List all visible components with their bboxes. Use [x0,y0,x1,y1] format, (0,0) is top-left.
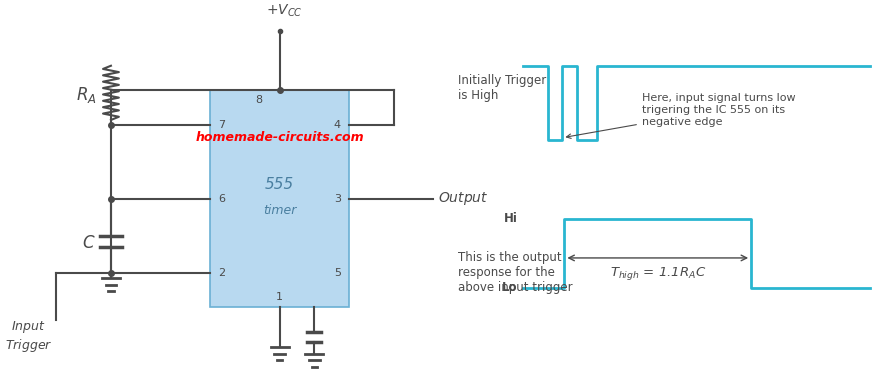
Text: homemade-circuits.com: homemade-circuits.com [195,131,363,144]
Text: Hi: Hi [503,212,517,225]
Text: 2: 2 [218,268,225,278]
Text: $C$: $C$ [82,234,96,252]
Text: Here, input signal turns low
trigering the IC 555 on its
negative edge: Here, input signal turns low trigering t… [566,93,795,138]
Text: $Input$
$Trigger$: $Input$ $Trigger$ [4,319,52,355]
Text: 4: 4 [333,120,340,130]
FancyBboxPatch shape [210,90,349,307]
Text: $R_A$: $R_A$ [75,85,97,105]
Text: 1: 1 [276,292,283,302]
Text: timer: timer [262,204,296,217]
Text: Initially Trigger
is High: Initially Trigger is High [458,74,546,102]
Text: $+V_{CC}$: $+V_{CC}$ [266,3,303,20]
Text: 5: 5 [333,268,340,278]
Text: 7: 7 [218,120,225,130]
Text: Lo: Lo [501,281,517,294]
Text: $T_{high}$ = 1.1$R_A$$C$: $T_{high}$ = 1.1$R_A$$C$ [609,265,705,282]
Text: 8: 8 [255,95,262,105]
Text: 6: 6 [218,194,225,204]
Text: 3: 3 [333,194,340,204]
Text: This is the output
response for the
above input trigger: This is the output response for the abov… [458,251,572,294]
Text: 555: 555 [265,176,294,192]
Text: $Output$: $Output$ [438,190,488,207]
